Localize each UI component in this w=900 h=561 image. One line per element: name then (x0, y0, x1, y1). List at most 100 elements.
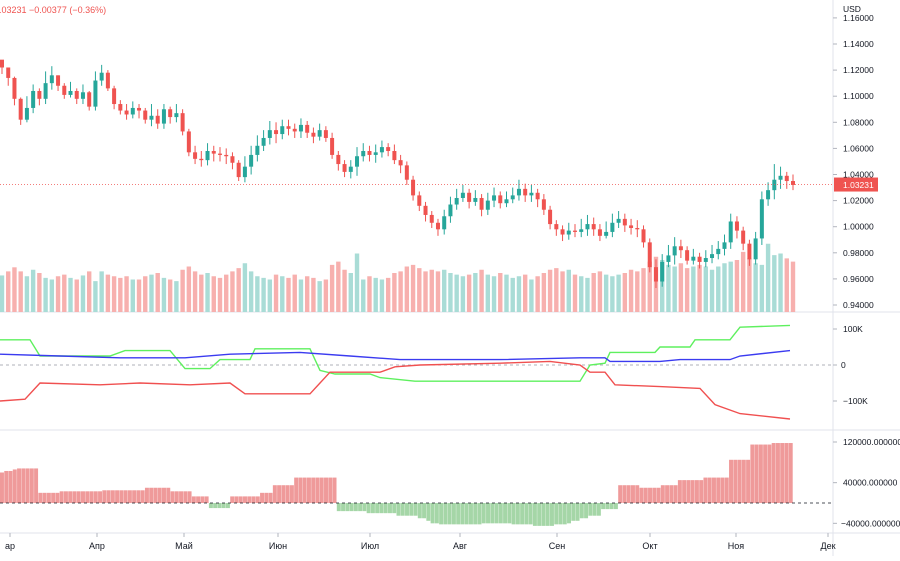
histogram-pane[interactable] (0, 443, 833, 526)
time-scale[interactable]: ар Апр Май Июн Июл Авг Сен Окт Ноя Дек (5, 533, 836, 551)
volume-bar (167, 279, 173, 312)
candle-body (168, 109, 173, 118)
histogram-bar (370, 503, 375, 514)
volume-bar (6, 271, 11, 312)
candle-body (317, 130, 322, 137)
histogram-bar (711, 477, 716, 503)
histogram-bar (230, 496, 235, 503)
histogram-bar (460, 503, 465, 525)
volume-bar (149, 274, 154, 312)
candle-body (666, 255, 671, 262)
histogram-bar (558, 503, 563, 525)
histogram-bar (319, 477, 324, 503)
histogram-bar (349, 503, 354, 512)
volume-bar (641, 268, 646, 312)
histogram-bar (281, 485, 286, 503)
volume-bar (99, 271, 104, 312)
candle-body (417, 195, 422, 206)
candle-body (211, 151, 216, 154)
histogram-bar (353, 503, 358, 512)
histogram-bar (341, 503, 346, 512)
price-tick-label: 1.00000 (843, 222, 874, 232)
histogram-bar (635, 485, 640, 503)
volume-bar (55, 276, 61, 312)
candle-body (591, 224, 596, 230)
volume-bar (367, 276, 372, 312)
price-pane[interactable] (0, 59, 833, 312)
candle-body (523, 188, 528, 196)
candle-body (87, 92, 92, 107)
histogram-bar (503, 503, 508, 524)
candle-body (336, 154, 341, 165)
candle-body (629, 225, 634, 229)
price-scale[interactable]: 1.16000 1.14000 1.12000 1.10000 1.08000 1.060… (833, 4, 900, 528)
volume-bar (217, 277, 223, 312)
time-tick-label: Авг (453, 541, 468, 551)
volume-bar (491, 276, 497, 312)
histogram-bar (652, 487, 657, 503)
histogram-bar (622, 485, 627, 503)
time-tick-label: Июл (361, 541, 379, 551)
last-price-box (834, 177, 878, 192)
candle-body (280, 126, 285, 135)
histogram-bar (596, 503, 601, 516)
volume-bar (30, 269, 36, 312)
cot-series-line (0, 324, 791, 382)
candle-body (460, 192, 465, 198)
histogram-bar (63, 491, 68, 503)
candle-body (703, 258, 708, 262)
histogram-bar (110, 490, 115, 503)
histogram-bar (656, 487, 661, 503)
volume-bar (12, 267, 17, 312)
volume-bar (747, 258, 752, 312)
histogram-bar (251, 496, 256, 503)
candle-body (373, 152, 378, 155)
histogram-bar (630, 485, 635, 503)
histogram-bar (545, 503, 550, 526)
time-tick-label: Ноя (728, 541, 745, 551)
volume-bar (410, 264, 416, 312)
histogram-bar (707, 477, 712, 503)
histogram-tick-label: 40000.000000 (843, 478, 898, 488)
histogram-bar (144, 487, 149, 503)
histogram-bar (136, 490, 141, 503)
price-tick-label: 1.10000 (843, 91, 874, 101)
histogram-bar (358, 503, 363, 512)
candle-body (12, 77, 17, 99)
candle-body (535, 192, 540, 200)
candle-body (217, 153, 222, 155)
volume-bar (49, 279, 55, 312)
volume-bar (529, 279, 534, 312)
cot-pane[interactable] (0, 324, 833, 420)
histogram-bar (85, 491, 90, 503)
candle-body (249, 154, 254, 167)
histogram-bar (247, 496, 252, 503)
candle-body (18, 98, 23, 120)
volume-bar (734, 260, 740, 312)
candle-body (759, 199, 764, 239)
candle-body (442, 216, 447, 230)
volume-bar (460, 276, 466, 312)
candle-body (747, 243, 752, 260)
histogram-bar (25, 468, 30, 503)
histogram-bar (673, 485, 678, 503)
volume-bar (466, 274, 472, 312)
volume-bar (442, 269, 447, 312)
histogram-bar (481, 503, 486, 524)
candle-body (585, 224, 590, 230)
volume-bar (473, 273, 478, 312)
histogram-bar (379, 503, 384, 514)
histogram-bar (422, 503, 427, 519)
cot-tick-label: 100K (843, 324, 863, 334)
candle-body (597, 229, 602, 236)
histogram-bar (473, 503, 478, 525)
candle-body (124, 110, 129, 115)
histogram-bar (613, 503, 618, 510)
histogram-bar (477, 503, 482, 525)
histogram-bar (486, 503, 490, 524)
volume-bar (697, 264, 702, 312)
histogram-bar (170, 491, 175, 503)
histogram-bar (238, 496, 243, 503)
